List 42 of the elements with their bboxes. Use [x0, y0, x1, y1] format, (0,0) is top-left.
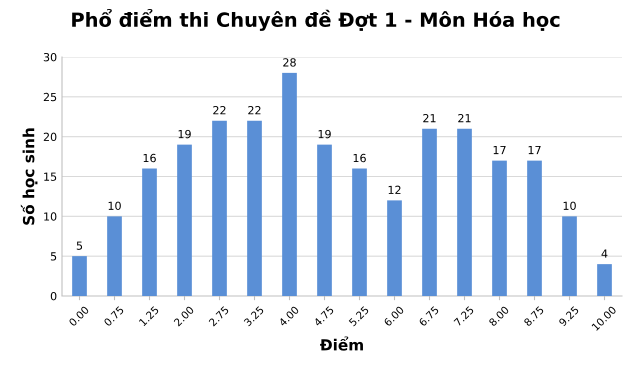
- y-tick-label: 5: [50, 252, 56, 261]
- bar: [457, 128, 472, 296]
- data-label: 28: [283, 58, 296, 67]
- bar: [282, 72, 297, 296]
- bar: [387, 200, 402, 296]
- data-label: 21: [423, 114, 436, 122]
- data-label: 10: [564, 202, 576, 210]
- y-tick-label: 10: [44, 212, 56, 221]
- bar: [422, 128, 437, 296]
- bar: [527, 160, 542, 296]
- bar: [247, 120, 262, 296]
- bar: [352, 168, 367, 296]
- data-label: 17: [528, 146, 541, 154]
- y-tick-label: 0: [50, 292, 56, 300]
- y-tick-label: 25: [44, 92, 56, 102]
- bar: [72, 256, 87, 296]
- data-label: 19: [178, 130, 191, 138]
- bar: [142, 168, 157, 296]
- y-tick-label: 15: [44, 172, 56, 181]
- data-label: 12: [388, 186, 400, 194]
- chart-title: Phổ điểm thi Chuyên đề Đợt 1 - Môn Hóa học: [72, 8, 560, 31]
- bar: [212, 120, 227, 296]
- data-label: 16: [144, 154, 156, 162]
- data-label: 4: [602, 250, 608, 258]
- bar: [107, 216, 122, 296]
- bar: [317, 144, 332, 296]
- bar: [597, 264, 612, 296]
- bar: [177, 144, 192, 296]
- bar: [492, 160, 507, 296]
- data-label: 16: [354, 154, 366, 162]
- bar: [562, 216, 577, 296]
- data-label: 5: [76, 242, 82, 250]
- data-label: 19: [318, 130, 331, 138]
- y-axis-title: Số học sinh: [20, 128, 38, 225]
- data-label: 21: [458, 114, 471, 122]
- data-label: 22: [213, 106, 226, 114]
- data-label: 22: [248, 106, 260, 114]
- data-label: 17: [494, 146, 506, 154]
- y-tick-label: 20: [44, 132, 56, 142]
- x-axis-title: Điểm: [320, 336, 363, 351]
- data-label: 10: [108, 202, 121, 210]
- y-tick-label: 30: [44, 52, 56, 62]
